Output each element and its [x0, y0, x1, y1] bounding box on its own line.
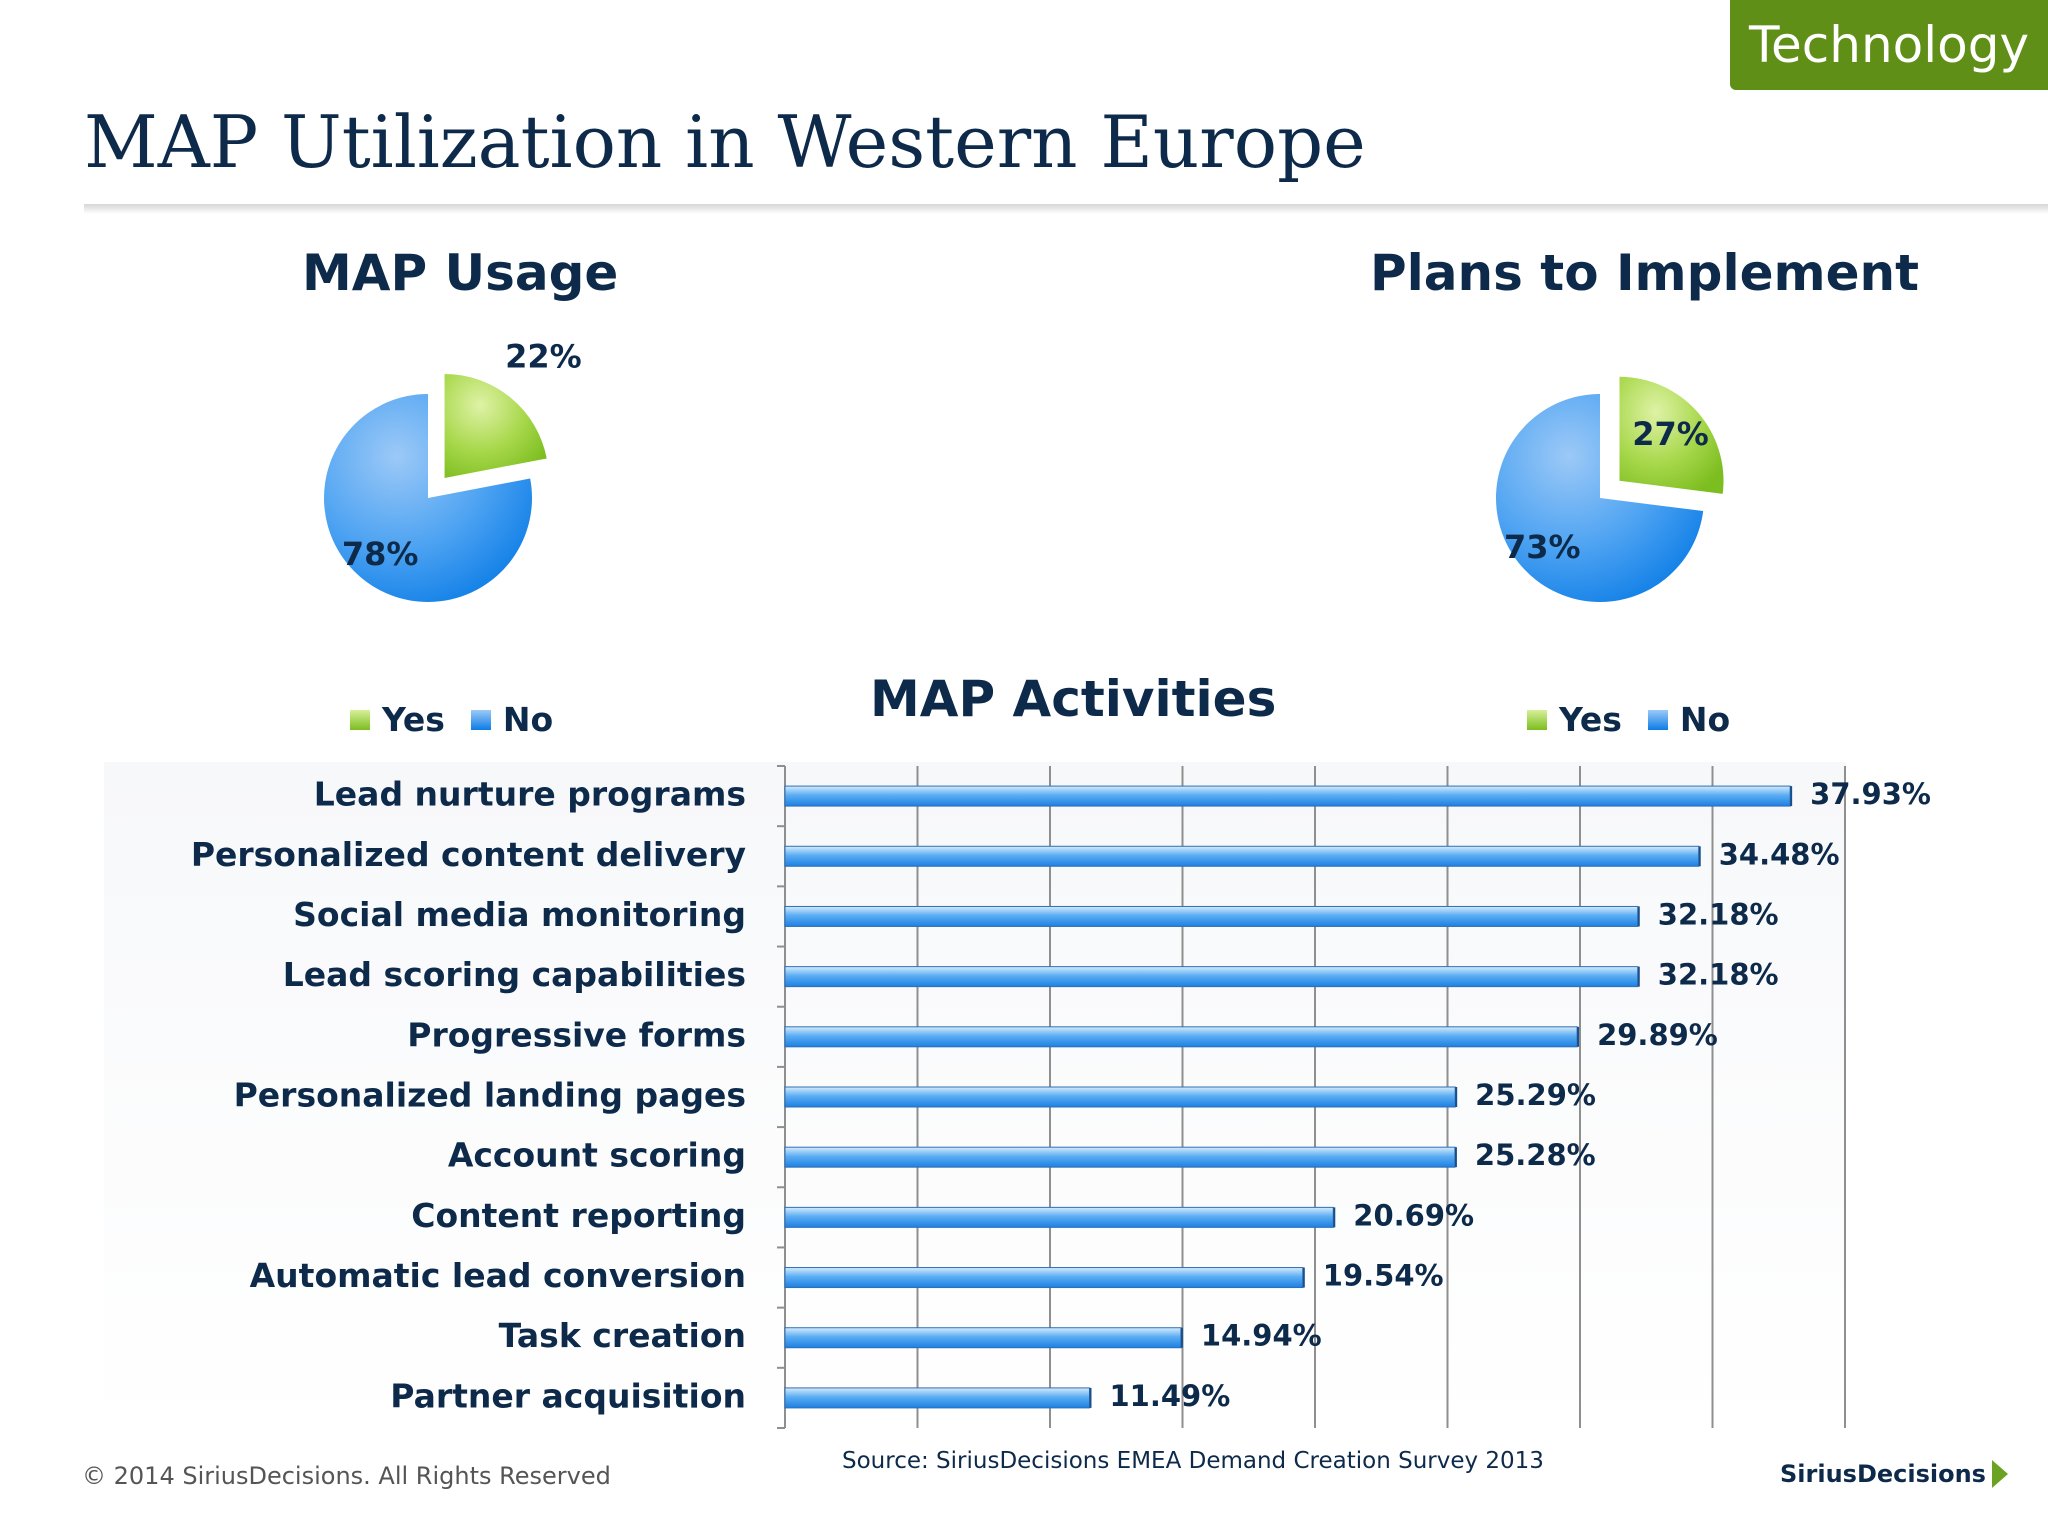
- bar-category-label: Lead scoring capabilities: [283, 955, 746, 994]
- page-title: MAP Utilization in Western Europe: [84, 100, 1366, 184]
- bar-value-label: 29.89%: [1597, 1018, 1718, 1052]
- bar: [784, 1327, 1182, 1349]
- bar-category-label: Account scoring: [448, 1136, 746, 1175]
- legend-label-yes: Yes: [382, 700, 445, 739]
- bar: [784, 1026, 1578, 1048]
- bar: [784, 785, 1791, 807]
- pie-slice-no: [1496, 394, 1704, 602]
- source-note: Source: SiriusDecisions EMEA Demand Crea…: [842, 1448, 1544, 1474]
- bar-value-label: 37.93%: [1810, 777, 1931, 811]
- legend-swatch-no: [470, 709, 491, 730]
- copyright-text: © 2014 SiriusDecisions. All Rights Reser…: [82, 1462, 611, 1490]
- bar-end-cap: [1637, 966, 1640, 987]
- logo-text: SiriusDecisions: [1780, 1460, 1986, 1488]
- bar: [784, 1206, 1334, 1228]
- bar-category-label: Partner acquisition: [390, 1376, 746, 1415]
- legend-item-yes: Yes: [1527, 700, 1622, 739]
- bars-title: MAP Activities: [870, 670, 1277, 728]
- pie-data-label-no: 73%: [1504, 528, 1581, 566]
- bar: [784, 1146, 1456, 1168]
- bar-value-label: 19.54%: [1323, 1259, 1444, 1293]
- bar-category-label: Content reporting: [411, 1196, 746, 1235]
- bar-value-label: 14.94%: [1201, 1319, 1322, 1353]
- bar-category-label: Automatic lead conversion: [250, 1256, 746, 1295]
- bar-category-label: Social media monitoring: [293, 895, 746, 934]
- bar-end-cap: [1455, 1087, 1458, 1107]
- bar-end-cap: [1454, 1147, 1457, 1168]
- legend-item-no: No: [470, 700, 554, 739]
- bar-category-label: Lead nurture programs: [314, 775, 746, 814]
- bar-value-label: 32.18%: [1658, 958, 1779, 992]
- bar-end-cap: [1698, 846, 1701, 867]
- bar: [784, 1387, 1090, 1409]
- pie-slice-yes: [444, 373, 547, 478]
- pie-plans-chart: 27% 73%: [1496, 376, 1724, 602]
- bar-end-cap: [1302, 1267, 1305, 1288]
- pie-usage-chart: 22% 78%: [324, 338, 582, 603]
- legend-label-yes: Yes: [1559, 700, 1622, 739]
- bar-end-cap: [1180, 1327, 1183, 1348]
- bar-category-label: Personalized content delivery: [191, 835, 746, 874]
- pie-plans-legend: Yes No: [1527, 700, 1756, 739]
- company-logo: SiriusDecisions: [1780, 1460, 2008, 1488]
- legend-label-no: No: [1679, 700, 1731, 739]
- bar-end-cap: [1577, 1026, 1580, 1047]
- pie-data-label-no: 78%: [342, 535, 419, 573]
- bar-category-label: Task creation: [499, 1316, 746, 1355]
- title-divider: [84, 204, 2048, 214]
- legend-swatch-yes: [1527, 709, 1547, 730]
- pie-slice-yes: [1619, 376, 1724, 494]
- bar-value-label: 11.49%: [1109, 1379, 1230, 1413]
- bar-value-label: 20.69%: [1353, 1198, 1474, 1232]
- legend-swatch-yes: [350, 709, 370, 730]
- category-tab: Technology: [1730, 0, 2048, 90]
- bar-value-label: 32.18%: [1658, 897, 1779, 931]
- bar-category-label: Personalized landing pages: [234, 1076, 746, 1115]
- pie-usage-title: MAP Usage: [302, 244, 619, 302]
- legend-swatch-no: [1647, 709, 1668, 730]
- bar-category-label: Progressive forms: [407, 1015, 746, 1054]
- pie-data-label-yes: 27%: [1632, 415, 1709, 453]
- bars-chart: Lead nurture programs 37.93% Personalized …: [104, 762, 1931, 1432]
- legend-label-no: No: [502, 700, 554, 739]
- bar: [784, 1267, 1304, 1289]
- bar-end-cap: [1790, 786, 1793, 807]
- pie-slice-no: [324, 394, 533, 603]
- legend-item-no: No: [1647, 700, 1731, 739]
- bar: [784, 845, 1700, 867]
- pie-plans-title: Plans to Implement: [1370, 244, 1919, 302]
- legend-item-yes: Yes: [350, 700, 445, 739]
- pie-usage-legend: Yes No: [350, 700, 579, 739]
- bar-value-label: 25.28%: [1475, 1138, 1596, 1172]
- bar-value-label: 34.48%: [1719, 837, 1840, 871]
- pie-data-label-yes: 22%: [505, 338, 582, 376]
- chevron-right-icon: [1991, 1460, 2008, 1488]
- bar-end-cap: [1089, 1387, 1092, 1408]
- bar: [784, 1086, 1456, 1108]
- bar-value-label: 25.29%: [1475, 1078, 1596, 1112]
- bar: [784, 905, 1639, 927]
- bar: [784, 966, 1639, 988]
- bar-end-cap: [1637, 906, 1640, 927]
- bar-end-cap: [1333, 1207, 1336, 1228]
